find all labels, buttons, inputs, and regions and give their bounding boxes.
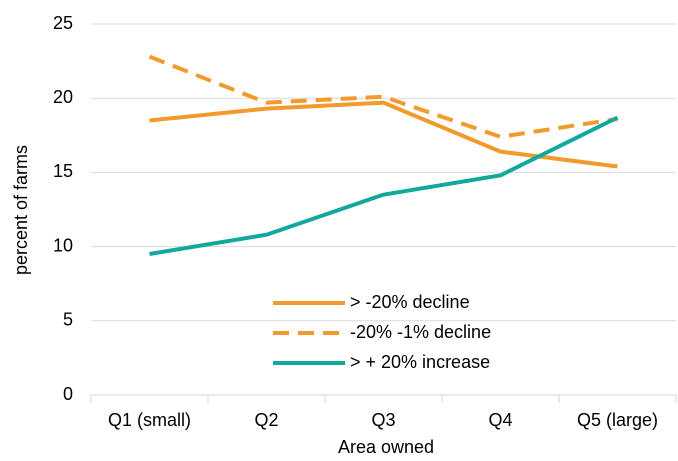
y-tick-label: 20 bbox=[53, 87, 73, 107]
y-tick-label: 10 bbox=[53, 235, 73, 255]
x-tick-label: Q2 bbox=[254, 410, 278, 430]
y-tick-label: 25 bbox=[53, 13, 73, 33]
y-tick-label: 0 bbox=[63, 384, 73, 404]
y-tick-label: 15 bbox=[53, 161, 73, 181]
series-line bbox=[149, 115, 619, 256]
y-axis-label: percent of farms bbox=[11, 145, 31, 275]
x-tick-label: Q1 (small) bbox=[108, 410, 191, 430]
legend-label: > -20% decline bbox=[350, 292, 470, 312]
legend-label: -20% -1% decline bbox=[350, 322, 491, 342]
y-tick-label: 5 bbox=[63, 310, 73, 330]
series-line bbox=[148, 54, 618, 139]
x-tick-label: Q3 bbox=[371, 410, 395, 430]
legend-label: > + 20% increase bbox=[350, 352, 490, 372]
x-tick-label: Q5 (large) bbox=[577, 410, 658, 430]
x-tick-label: Q4 bbox=[488, 410, 512, 430]
series-line bbox=[149, 100, 618, 169]
x-axis-label: Area owned bbox=[338, 437, 434, 457]
